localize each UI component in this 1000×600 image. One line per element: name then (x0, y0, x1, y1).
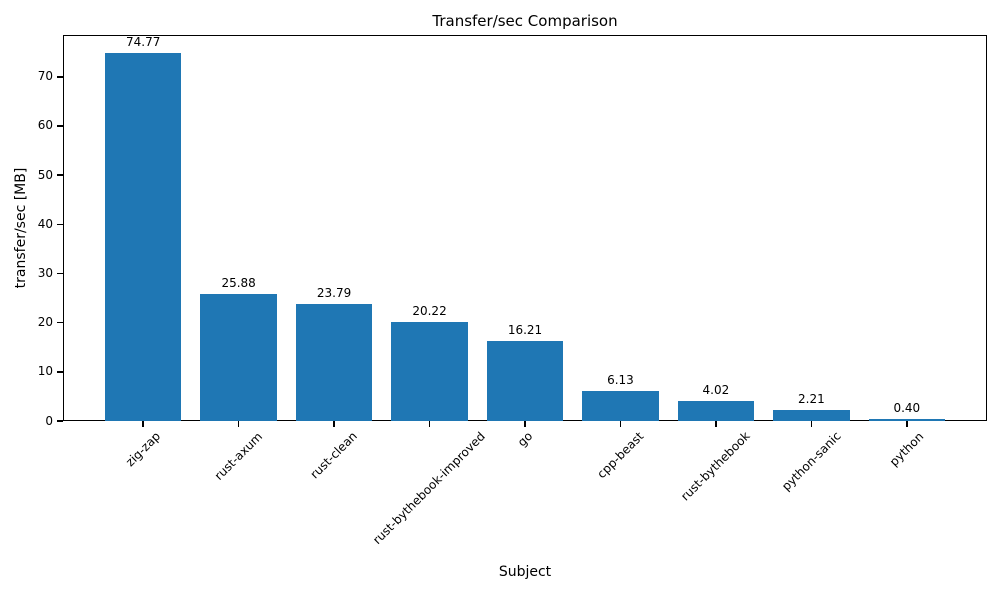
x-tick (810, 421, 813, 427)
x-tick-label: zig-zap (122, 429, 163, 470)
x-tick-label: cpp-beast (594, 428, 647, 481)
chart-title: Transfer/sec Comparison (432, 12, 618, 30)
bar-value-label: 16.21 (507, 323, 543, 338)
y-tick-label: 10 (37, 364, 53, 379)
y-tick (57, 321, 63, 324)
x-tick (715, 421, 717, 427)
bar (677, 401, 755, 421)
bar (200, 293, 277, 421)
bar (582, 390, 659, 421)
bar-value-label: 20.22 (412, 303, 447, 318)
bar-value-label: 25.88 (221, 275, 256, 290)
y-tick-label: 50 (37, 167, 53, 182)
y-tick-label: 60 (37, 118, 53, 133)
bar (868, 419, 945, 421)
bar-value-label: 4.02 (702, 383, 730, 398)
bar (391, 321, 468, 421)
x-tick (619, 421, 622, 427)
x-tick (906, 421, 908, 427)
y-tick (57, 76, 63, 78)
y-tick (57, 125, 63, 127)
y-tick-label: 40 (37, 216, 53, 231)
x-tick-label: rust-clean (307, 428, 360, 482)
bar-value-label: 6.13 (607, 372, 634, 387)
x-tick-label: python (886, 428, 927, 469)
x-tick (237, 421, 240, 427)
bar (773, 410, 850, 421)
x-tick (428, 421, 431, 427)
y-tick-label: 30 (37, 265, 53, 280)
x-tick (142, 421, 144, 427)
bar-value-label: 23.79 (316, 286, 352, 301)
x-axis-label: Subject (498, 564, 552, 580)
y-tick-label: 70 (37, 69, 53, 84)
y-tick (57, 272, 63, 275)
y-tick (57, 223, 63, 226)
y-tick-label: 20 (37, 315, 53, 330)
x-tick-label: rust-bythebook (678, 429, 753, 504)
x-tick (333, 421, 335, 427)
x-tick-label: python-sanic (778, 428, 844, 494)
bar (295, 304, 373, 421)
x-tick-label: rust-bythebook-improved (370, 429, 488, 547)
y-tick (57, 174, 63, 176)
bar-value-label: 2.21 (798, 392, 825, 407)
x-tick-label: go (514, 428, 535, 450)
y-tick-label: 0 (45, 413, 53, 428)
y-tick (57, 420, 63, 422)
bar-value-label: 74.77 (125, 35, 161, 50)
bar (486, 341, 564, 421)
x-tick-label: rust-axum (211, 429, 265, 483)
x-tick (524, 421, 526, 427)
bar-value-label: 0.40 (893, 401, 921, 416)
bar (105, 53, 182, 421)
y-tick (57, 371, 63, 373)
